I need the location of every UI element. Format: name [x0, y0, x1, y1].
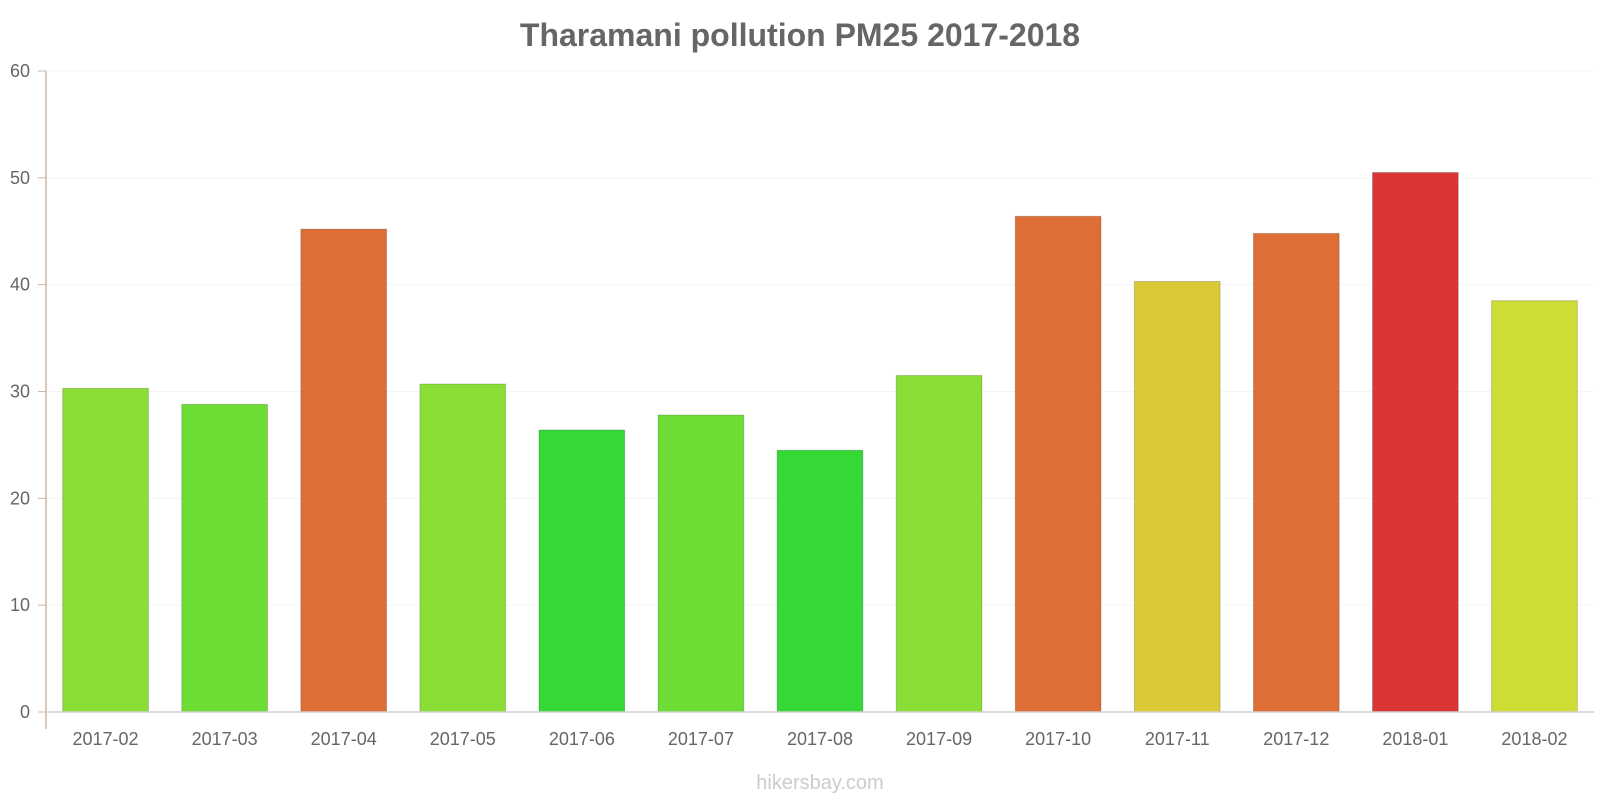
y-tick-label: 20 — [10, 488, 30, 508]
x-tick-label: 2018-01 — [1382, 729, 1448, 749]
axes — [45, 71, 1594, 729]
bar-2018-01 — [1372, 171, 1459, 713]
watermark: hikersbay.com — [756, 772, 883, 794]
bar-2017-12 — [1252, 232, 1340, 713]
x-tick-label: 2017-08 — [787, 729, 853, 749]
chart-title: Tharamani pollution PM25 2017-2018 — [520, 17, 1080, 53]
bar-2017-06 — [538, 429, 626, 713]
bar-2017-04 — [300, 228, 388, 713]
x-tick-label: 2017-02 — [73, 729, 139, 749]
x-tick-label: 2017-04 — [311, 729, 377, 749]
y-axis-ticks: 0 10 20 30 40 50 60 — [10, 61, 46, 722]
y-tick-label: 40 — [10, 275, 30, 295]
bar-2017-10 — [1014, 215, 1102, 713]
y-tick-label: 0 — [20, 702, 30, 722]
x-tick-label: 2017-06 — [549, 729, 615, 749]
bar-2017-03 — [181, 403, 268, 713]
x-tick-label: 2017-03 — [192, 729, 258, 749]
bar-2017-02 — [62, 387, 149, 713]
x-tick-label: 2018-02 — [1501, 729, 1567, 749]
x-tick-label: 2017-10 — [1025, 729, 1091, 749]
x-tick-label: 2017-11 — [1145, 729, 1210, 749]
bar-2017-07 — [657, 414, 745, 713]
y-tick-label: 60 — [10, 61, 30, 81]
bar-2017-05 — [419, 383, 507, 713]
bar-2017-09 — [895, 374, 983, 713]
y-tick-label: 30 — [10, 382, 30, 402]
x-axis-ticks: 2017-02 2017-03 2017-04 2017-05 2017-06 2017-… — [73, 729, 1568, 749]
x-tick-label: 2017-07 — [668, 729, 734, 749]
bar-2017-08 — [776, 449, 864, 713]
bar-2018-02 — [1491, 300, 1578, 713]
x-tick-label: 2017-09 — [906, 729, 972, 749]
x-tick-label: 2017-05 — [430, 729, 496, 749]
bar-2017-11 — [1133, 280, 1221, 713]
bars — [62, 171, 1578, 713]
x-tick-label: 2017-12 — [1263, 729, 1329, 749]
y-tick-label: 10 — [10, 595, 30, 615]
y-tick-label: 50 — [10, 168, 30, 188]
